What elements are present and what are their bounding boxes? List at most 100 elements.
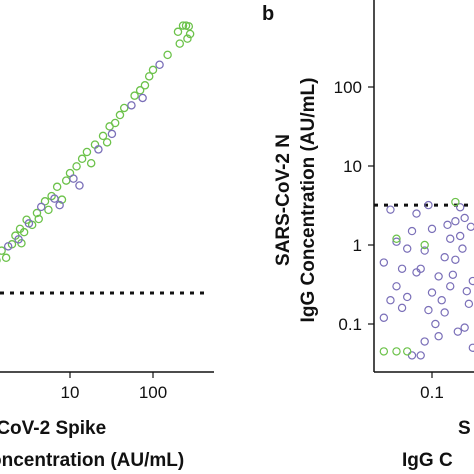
panel-b-point-purple — [458, 244, 467, 253]
panel-a-point-green — [32, 208, 42, 218]
panel-b-point-green — [451, 197, 460, 207]
panel-b-point-purple — [464, 299, 474, 309]
panel-a-point-green — [34, 214, 43, 224]
panel-b-point-purple — [407, 226, 417, 236]
panel-b-point-purple — [392, 282, 401, 291]
panel-b-x-axis-title: S — [458, 418, 471, 439]
panel-a-point-green — [185, 29, 195, 39]
panel-b-point-purple — [416, 351, 425, 360]
panel-b-point-purple — [466, 222, 474, 231]
panel-b-point-purple — [424, 305, 433, 315]
panel-b-point-purple — [392, 237, 401, 246]
panel-b-point-green — [392, 347, 401, 356]
panel-b-point-purple — [434, 272, 443, 281]
panel-b-point-purple — [446, 282, 455, 291]
panel-b-point-purple — [455, 203, 465, 212]
panel-b-point-purple — [440, 253, 449, 262]
panel-b-point-purple — [448, 270, 458, 279]
panel-b-point-purple — [420, 337, 429, 346]
panel-b-point-purple — [440, 308, 449, 317]
panel-b-y-tick-label: 10 — [343, 157, 362, 176]
panel-a-point-green — [102, 138, 112, 147]
panel-b-y-axis-title: SARS-CoV-2 N — [273, 134, 294, 266]
panel-a-point-purple — [24, 219, 34, 228]
panel-a-point-purple — [36, 202, 46, 212]
panel-a-point-purple — [94, 145, 103, 154]
panel-a-point-purple — [14, 235, 23, 244]
panel-b-x-ticks: 0.1 — [420, 372, 444, 402]
panel-a-point-green — [110, 118, 120, 128]
panel-a-point-purple — [75, 181, 84, 190]
panel-b-point-purple — [379, 313, 389, 322]
panel-b-point-purple — [451, 255, 460, 264]
panel-b-point-purple — [427, 224, 437, 234]
panel-b-point-green — [379, 347, 389, 356]
panel-b-point-purple — [453, 327, 463, 336]
panel-a-point-purple — [127, 101, 136, 110]
panel-a-point-green — [52, 182, 62, 192]
panel-a-x-ticks: 10 100 — [61, 372, 167, 402]
panel-a-x-tick-label: 100 — [139, 383, 167, 402]
panel-a-point-green — [72, 162, 81, 171]
panel-b-point-purple — [416, 264, 425, 273]
panel-b-point-purple — [420, 246, 429, 255]
panel-a-point-purple — [138, 93, 147, 103]
panel-a-point-purple — [155, 60, 164, 70]
panel-b-points — [379, 197, 474, 360]
panel-a-point-green — [163, 50, 172, 60]
panel-a-point-green — [86, 158, 96, 168]
panel-b-point-purple — [468, 276, 474, 286]
panel-b-point-purple — [397, 303, 407, 313]
panel-b-label: b — [262, 3, 274, 25]
panel-b-point-purple — [434, 332, 443, 341]
panel-b-point-green — [392, 234, 401, 243]
panel-b-point-purple — [424, 200, 433, 210]
panel-a-point-green — [0, 246, 6, 255]
panel-b-y-axis-title-line2: IgG Concentration (AU/mL) — [298, 78, 319, 323]
panel-b-point-purple — [462, 287, 471, 296]
panel-b-y-ticks: 100 10 1 0.1 — [334, 78, 374, 334]
panel-b-x-axis-title-line2: IgG C — [402, 450, 453, 471]
panel-a-points — [0, 21, 195, 263]
panel-b-point-green — [420, 240, 429, 250]
panel-a-point-green — [148, 65, 158, 75]
panel-b-point-purple — [460, 323, 469, 332]
panel-b-y-tick-label: 0.1 — [338, 315, 362, 334]
panel-b-point-purple — [431, 319, 440, 329]
panel-a-point-green — [98, 131, 108, 141]
panel-a-point-green — [1, 253, 11, 263]
panel-b-point-purple — [451, 217, 460, 226]
panel-b-point-purple — [460, 213, 469, 223]
panel-a-point-green — [119, 103, 129, 113]
panel-b-point-purple — [455, 231, 465, 241]
panel-a-point-green — [175, 39, 184, 48]
panel-a-point-green — [130, 91, 139, 100]
panel-a-x-tick-label: 10 — [61, 383, 80, 402]
panel-b-point-purple — [437, 296, 446, 305]
panel-a-point-green — [178, 21, 188, 30]
panel-a-point-green — [173, 27, 183, 37]
panel-a-point-green — [183, 34, 192, 43]
panel-b-x-tick-label: 0.1 — [420, 383, 444, 402]
panel-b-scatter: b 100 10 1 0.1 0.1 SARS-CoV-2 N IgG Concent… — [262, 0, 474, 471]
panel-a-point-green — [82, 147, 92, 157]
panel-b-point-purple — [403, 244, 412, 253]
panel-a-point-purple — [3, 242, 13, 251]
panel-b-point-purple — [386, 296, 395, 305]
panel-b-point-purple — [412, 209, 421, 218]
panel-b-point-purple — [386, 205, 395, 214]
panel-b-y-tick-label: 1 — [353, 236, 362, 255]
panel-a-point-green — [115, 110, 125, 120]
panel-b-point-purple — [446, 234, 455, 243]
panel-a-plot-area — [0, 0, 214, 372]
panel-a-point-purple — [107, 129, 117, 139]
panel-b-point-purple — [403, 292, 412, 302]
panel-a-point-green — [44, 205, 53, 215]
panel-a-point-green — [135, 86, 145, 95]
panel-a-point-green — [77, 154, 87, 164]
panel-a-point-green — [40, 197, 50, 206]
panel-a-x-axis-title: -CoV-2 Spike — [0, 418, 106, 439]
panel-a-point-green — [19, 227, 29, 237]
panel-b-point-purple — [397, 264, 407, 273]
